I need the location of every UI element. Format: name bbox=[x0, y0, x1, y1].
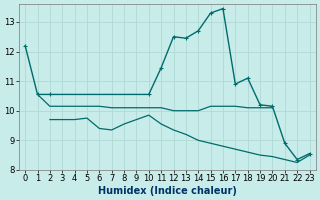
X-axis label: Humidex (Indice chaleur): Humidex (Indice chaleur) bbox=[98, 186, 237, 196]
